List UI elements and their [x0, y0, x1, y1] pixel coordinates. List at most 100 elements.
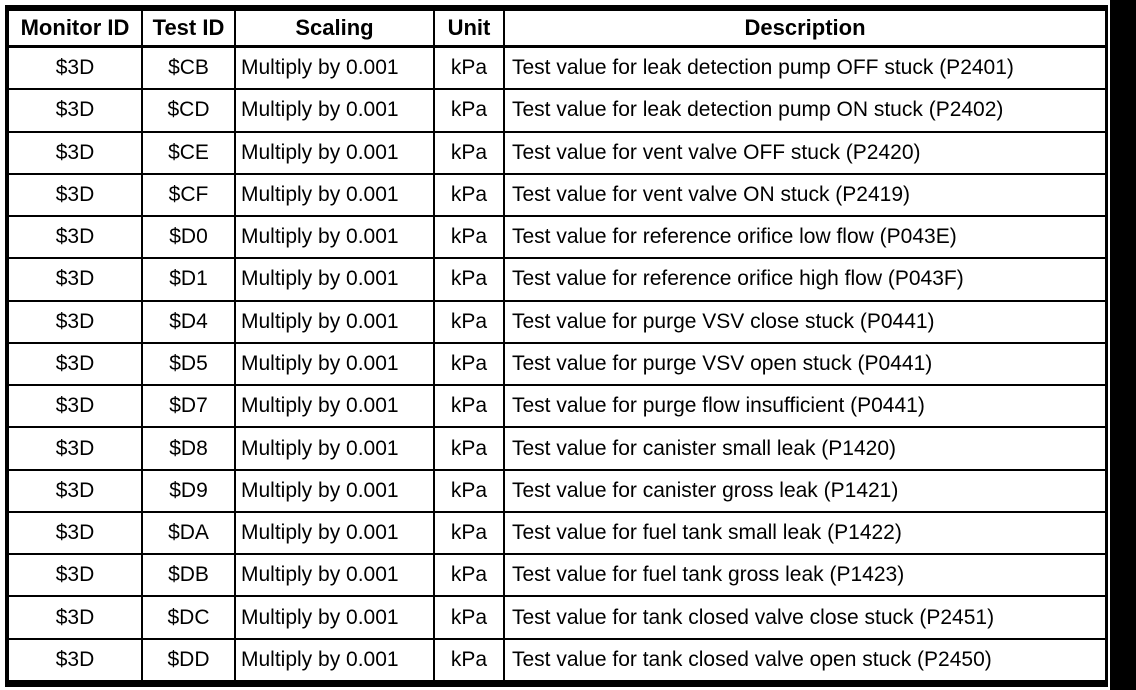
col-header-monitor-id: Monitor ID — [7, 9, 143, 48]
table-row: $3D $D1 Multiply by 0.001 kPa Test value for… — [7, 257, 1107, 302]
scaling-cell: Multiply by 0.001 — [234, 299, 435, 344]
monitor-id-cell: $3D — [7, 553, 143, 598]
scaling-cell: Multiply by 0.001 — [234, 510, 435, 556]
test-id-cell: $D1 — [141, 257, 236, 302]
monitor-id-cell: $3D — [7, 426, 143, 471]
col-header-test-id: Test ID — [141, 9, 236, 48]
test-id-cell: $D4 — [141, 299, 236, 344]
monitor-id-cell: $3D — [7, 341, 143, 387]
unit-cell: kPa — [433, 45, 505, 91]
col-header-unit: Unit — [433, 9, 505, 48]
test-id-table-frame: Monitor ID Test ID Scaling Unit Description … — [5, 5, 1108, 687]
test-id-cell: $DD — [141, 637, 236, 683]
table-row: $3D $D0 Multiply by 0.001 kPa Test value for… — [7, 215, 1107, 260]
test-id-cell: $D8 — [141, 426, 236, 471]
scaling-cell: Multiply by 0.001 — [234, 88, 435, 133]
scaling-cell: Multiply by 0.001 — [234, 595, 435, 640]
monitor-id-cell: $3D — [7, 299, 143, 344]
table-row: $3D $DC Multiply by 0.001 kPa Test value for… — [7, 595, 1107, 640]
monitor-id-cell: $3D — [7, 88, 143, 133]
description-cell: Test value for reference orifice low flo… — [503, 215, 1107, 260]
monitor-id-cell: $3D — [7, 45, 143, 91]
monitor-id-cell: $3D — [7, 384, 143, 429]
scaling-cell: Multiply by 0.001 — [234, 637, 435, 683]
monitor-id-cell: $3D — [7, 468, 143, 513]
unit-cell: kPa — [433, 172, 505, 218]
table-row: $3D $D5 Multiply by 0.001 kPa Test value for… — [7, 341, 1107, 387]
unit-cell: kPa — [433, 426, 505, 471]
scaling-cell: Multiply by 0.001 — [234, 45, 435, 91]
scaling-cell: Multiply by 0.001 — [234, 426, 435, 471]
unit-cell: kPa — [433, 468, 505, 513]
description-cell: Test value for purge flow insufficient (… — [503, 384, 1107, 429]
table-row: $3D $D8 Multiply by 0.001 kPa Test value for… — [7, 426, 1107, 471]
col-header-description: Description — [503, 9, 1107, 48]
description-cell: Test value for canister small leak (P142… — [503, 426, 1107, 471]
unit-cell: kPa — [433, 341, 505, 387]
scaling-cell: Multiply by 0.001 — [234, 553, 435, 598]
table-row: $3D $DB Multiply by 0.001 kPa Test value for… — [7, 553, 1107, 598]
test-id-cell: $DA — [141, 510, 236, 556]
monitor-id-cell: $3D — [7, 595, 143, 640]
monitor-id-cell: $3D — [7, 130, 143, 175]
description-cell: Test value for reference orifice high fl… — [503, 257, 1107, 302]
unit-cell: kPa — [433, 299, 505, 344]
scaling-cell: Multiply by 0.001 — [234, 341, 435, 387]
table-row: $3D $CB Multiply by 0.001 kPa Test value for… — [7, 45, 1107, 91]
scaling-cell: Multiply by 0.001 — [234, 384, 435, 429]
unit-cell: kPa — [433, 257, 505, 302]
unit-cell: kPa — [433, 215, 505, 260]
test-id-table: Monitor ID Test ID Scaling Unit Description … — [7, 9, 1107, 683]
test-id-cell: $D9 — [141, 468, 236, 513]
description-cell: Test value for fuel tank small leak (P14… — [503, 510, 1107, 556]
col-header-scaling: Scaling — [234, 9, 435, 48]
description-cell: Test value for purge VSV close stuck (P0… — [503, 299, 1107, 344]
test-id-cell: $DC — [141, 595, 236, 640]
scaling-cell: Multiply by 0.001 — [234, 172, 435, 218]
table-row: $3D $CD Multiply by 0.001 kPa Test value for… — [7, 88, 1107, 133]
monitor-id-cell: $3D — [7, 215, 143, 260]
description-cell: Test value for leak detection pump ON st… — [503, 88, 1107, 133]
unit-cell: kPa — [433, 595, 505, 640]
description-cell: Test value for tank closed valve close s… — [503, 595, 1107, 640]
unit-cell: kPa — [433, 384, 505, 429]
table-row: $3D $DA Multiply by 0.001 kPa Test value for… — [7, 510, 1107, 556]
scaling-cell: Multiply by 0.001 — [234, 257, 435, 302]
test-id-cell: $CD — [141, 88, 236, 133]
unit-cell: kPa — [433, 553, 505, 598]
table-row: $3D $D9 Multiply by 0.001 kPa Test value for… — [7, 468, 1107, 513]
description-cell: Test value for vent valve OFF stuck (P24… — [503, 130, 1107, 175]
table-row: $3D $CF Multiply by 0.001 kPa Test value for… — [7, 172, 1107, 218]
table-row: $3D $CE Multiply by 0.001 kPa Test value for… — [7, 130, 1107, 175]
test-id-cell: $D5 — [141, 341, 236, 387]
test-id-cell: $CE — [141, 130, 236, 175]
unit-cell: kPa — [433, 510, 505, 556]
monitor-id-cell: $3D — [7, 172, 143, 218]
unit-cell: kPa — [433, 637, 505, 683]
unit-cell: kPa — [433, 130, 505, 175]
description-cell: Test value for vent valve ON stuck (P241… — [503, 172, 1107, 218]
test-id-cell: $CB — [141, 45, 236, 91]
description-cell: Test value for purge VSV open stuck (P04… — [503, 341, 1107, 387]
scan-edge-artifact — [1110, 0, 1136, 690]
description-cell: Test value for fuel tank gross leak (P14… — [503, 553, 1107, 598]
table-row: $3D $DD Multiply by 0.001 kPa Test value for… — [7, 637, 1107, 683]
monitor-id-cell: $3D — [7, 637, 143, 683]
monitor-id-cell: $3D — [7, 257, 143, 302]
table-header-row: Monitor ID Test ID Scaling Unit Description — [7, 9, 1107, 48]
monitor-id-cell: $3D — [7, 510, 143, 556]
table-row: $3D $D7 Multiply by 0.001 kPa Test value for… — [7, 384, 1107, 429]
test-id-cell: $CF — [141, 172, 236, 218]
description-cell: Test value for leak detection pump OFF s… — [503, 45, 1107, 91]
table-row: $3D $D4 Multiply by 0.001 kPa Test value for… — [7, 299, 1107, 344]
description-cell: Test value for canister gross leak (P142… — [503, 468, 1107, 513]
test-id-cell: $DB — [141, 553, 236, 598]
test-id-cell: $D7 — [141, 384, 236, 429]
description-cell: Test value for tank closed valve open st… — [503, 637, 1107, 683]
scaling-cell: Multiply by 0.001 — [234, 215, 435, 260]
scaling-cell: Multiply by 0.001 — [234, 130, 435, 175]
scaling-cell: Multiply by 0.001 — [234, 468, 435, 513]
test-id-cell: $D0 — [141, 215, 236, 260]
unit-cell: kPa — [433, 88, 505, 133]
